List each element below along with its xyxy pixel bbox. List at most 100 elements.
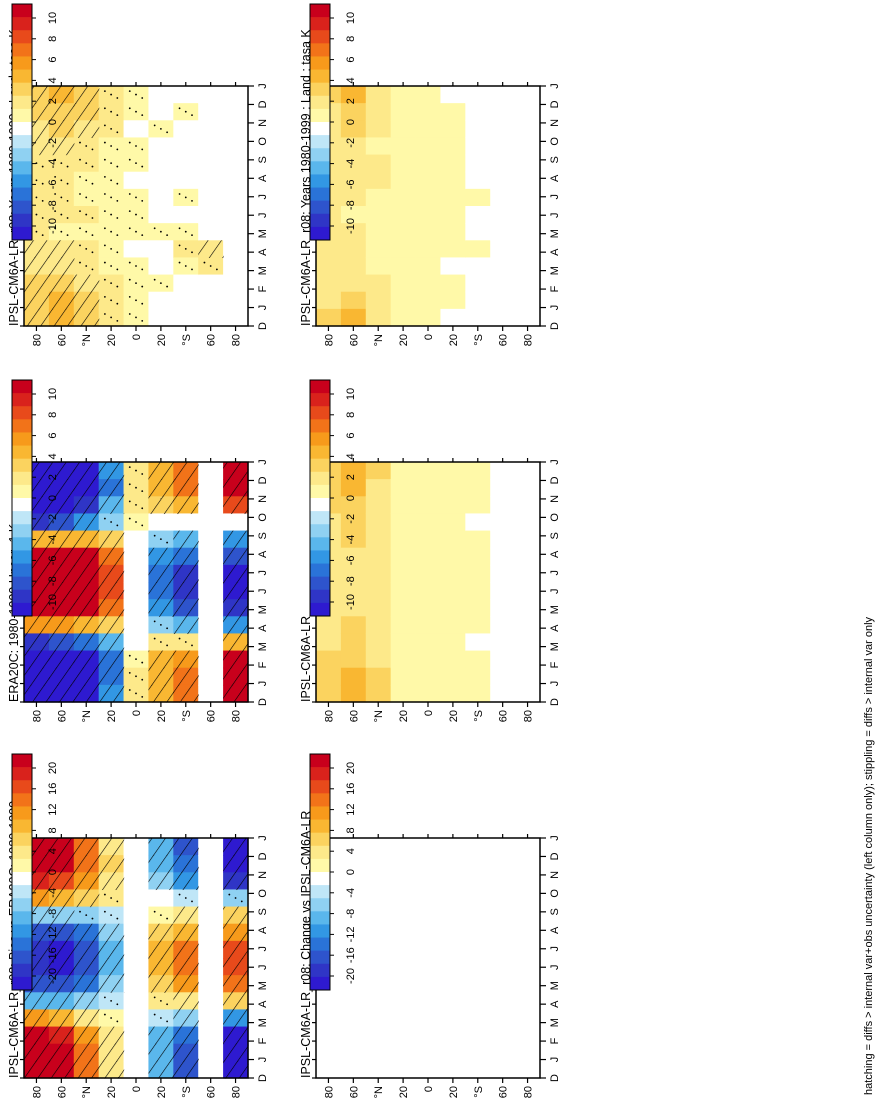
heatmap-cell: [123, 564, 150, 583]
hatch-cell: [73, 479, 100, 497]
heatmap-cell: [515, 650, 541, 669]
heatmap-cell: [198, 154, 224, 173]
colorbar-swatch: [12, 43, 32, 57]
heatmap-cell: [123, 838, 150, 856]
stipple-dot: [91, 917, 94, 920]
heatmap-cell: [515, 188, 541, 207]
heatmap-cell: [340, 975, 367, 993]
stipple-dot: [103, 107, 106, 110]
hatch-cell: [48, 958, 75, 976]
heatmap-cell: [123, 975, 150, 993]
hatch-cell: [173, 1060, 199, 1079]
stipple-dot: [153, 620, 156, 623]
heatmap-cell: [440, 958, 466, 976]
stipple-dot: [35, 230, 38, 233]
heatmap-cell: [515, 855, 541, 873]
heatmap-cell: [148, 257, 174, 276]
stipple-dot: [215, 268, 218, 271]
lat-tick-label: 60: [56, 1086, 68, 1098]
heatmap-cell: [465, 1009, 491, 1028]
stipple-dot: [91, 217, 94, 219]
heatmap-cell: [198, 923, 224, 942]
heatmap-cell: [440, 582, 466, 600]
stipple-dot: [141, 217, 144, 219]
heatmap-cell: [415, 940, 442, 959]
hatch-cell: [223, 1060, 249, 1079]
month-tick-label: J: [257, 946, 269, 952]
stipple-dot: [128, 689, 131, 691]
colorbar-swatch: [12, 95, 32, 110]
lat-tick-label: 0: [131, 1086, 143, 1092]
month-tick-label: N: [549, 119, 561, 127]
heatmap-cell: [440, 496, 466, 515]
colorbar-swatch: [310, 148, 330, 162]
stipple-dot: [110, 179, 113, 182]
colorbar-swatch: [12, 832, 32, 847]
heatmap-cell: [148, 308, 174, 327]
month-tick-label: N: [257, 871, 269, 879]
heatmap-cell: [490, 206, 516, 224]
hatch-cell: [48, 291, 75, 310]
heatmap-cell: [123, 958, 150, 976]
hatch-cell: [73, 889, 100, 908]
colorbar-label: 8: [47, 412, 59, 418]
month-tick-label: J: [549, 835, 561, 841]
month-tick-label: J: [257, 835, 269, 841]
heatmap-cell: [465, 171, 491, 190]
hatch-cell: [24, 633, 50, 652]
heatmap-cell: [465, 206, 491, 224]
colorbar-swatch: [310, 872, 330, 886]
colorbar-swatch: [310, 95, 330, 110]
colorbar-swatch: [12, 56, 32, 71]
heatmap-cell: [440, 1043, 466, 1062]
month-tick-label: S: [549, 908, 561, 915]
stipple-dot: [54, 158, 57, 161]
heatmap-cell: [365, 171, 392, 190]
stipple-dot: [54, 193, 57, 195]
heatmap-cell: [198, 564, 224, 583]
month-tick-label: J: [549, 964, 561, 970]
lat-tick-label: 60: [56, 334, 68, 346]
month-tick-label: S: [257, 532, 269, 539]
colorbar-label: -8: [47, 909, 59, 919]
stipple-dot: [141, 507, 144, 510]
month-tick-label: M: [257, 229, 269, 238]
heatmap-cell: [223, 291, 249, 310]
colorbar-swatch: [310, 432, 330, 447]
colorbar-swatch: [12, 419, 32, 433]
stipple-dot: [184, 641, 187, 643]
hatch-cell: [148, 684, 174, 703]
stipple-dot: [79, 910, 81, 913]
colorbar-swatch: [310, 56, 330, 71]
hatch-cell: [223, 667, 249, 686]
stipple-dot: [203, 261, 206, 264]
hatch-cell: [48, 650, 75, 669]
colorbar-swatch: [310, 187, 330, 202]
hatch-cell: [223, 838, 249, 856]
hatch-cell: [148, 582, 174, 600]
stipple-dot: [191, 251, 193, 254]
stipple-dot: [141, 302, 144, 305]
hatch-cell: [24, 650, 50, 669]
heatmap-cell: [123, 1060, 150, 1079]
colorbar-swatch: [12, 82, 32, 97]
month-tick-label: M: [549, 642, 561, 651]
colorbar-label: -8: [47, 576, 59, 586]
colorbar-swatch: [310, 17, 330, 31]
heatmap-cell: [490, 120, 516, 139]
heatmap-cell: [440, 599, 466, 617]
heatmap-cell: [440, 240, 466, 259]
stipple-dot: [110, 299, 113, 302]
stipple-dot: [128, 158, 131, 161]
heatmap-cell: [465, 940, 491, 959]
colorbar-swatch: [12, 845, 32, 860]
stipple-dot: [66, 234, 69, 237]
heatmap-cell: [173, 291, 199, 310]
heatmap-cell: [148, 240, 174, 259]
heatmap-cell: [415, 975, 442, 993]
month-tick-label: D: [257, 100, 269, 108]
colorbar-label: 2: [47, 474, 59, 480]
stipple-dot: [116, 524, 119, 527]
hatch-cell: [73, 547, 100, 566]
heatmap-cell: [365, 291, 392, 310]
